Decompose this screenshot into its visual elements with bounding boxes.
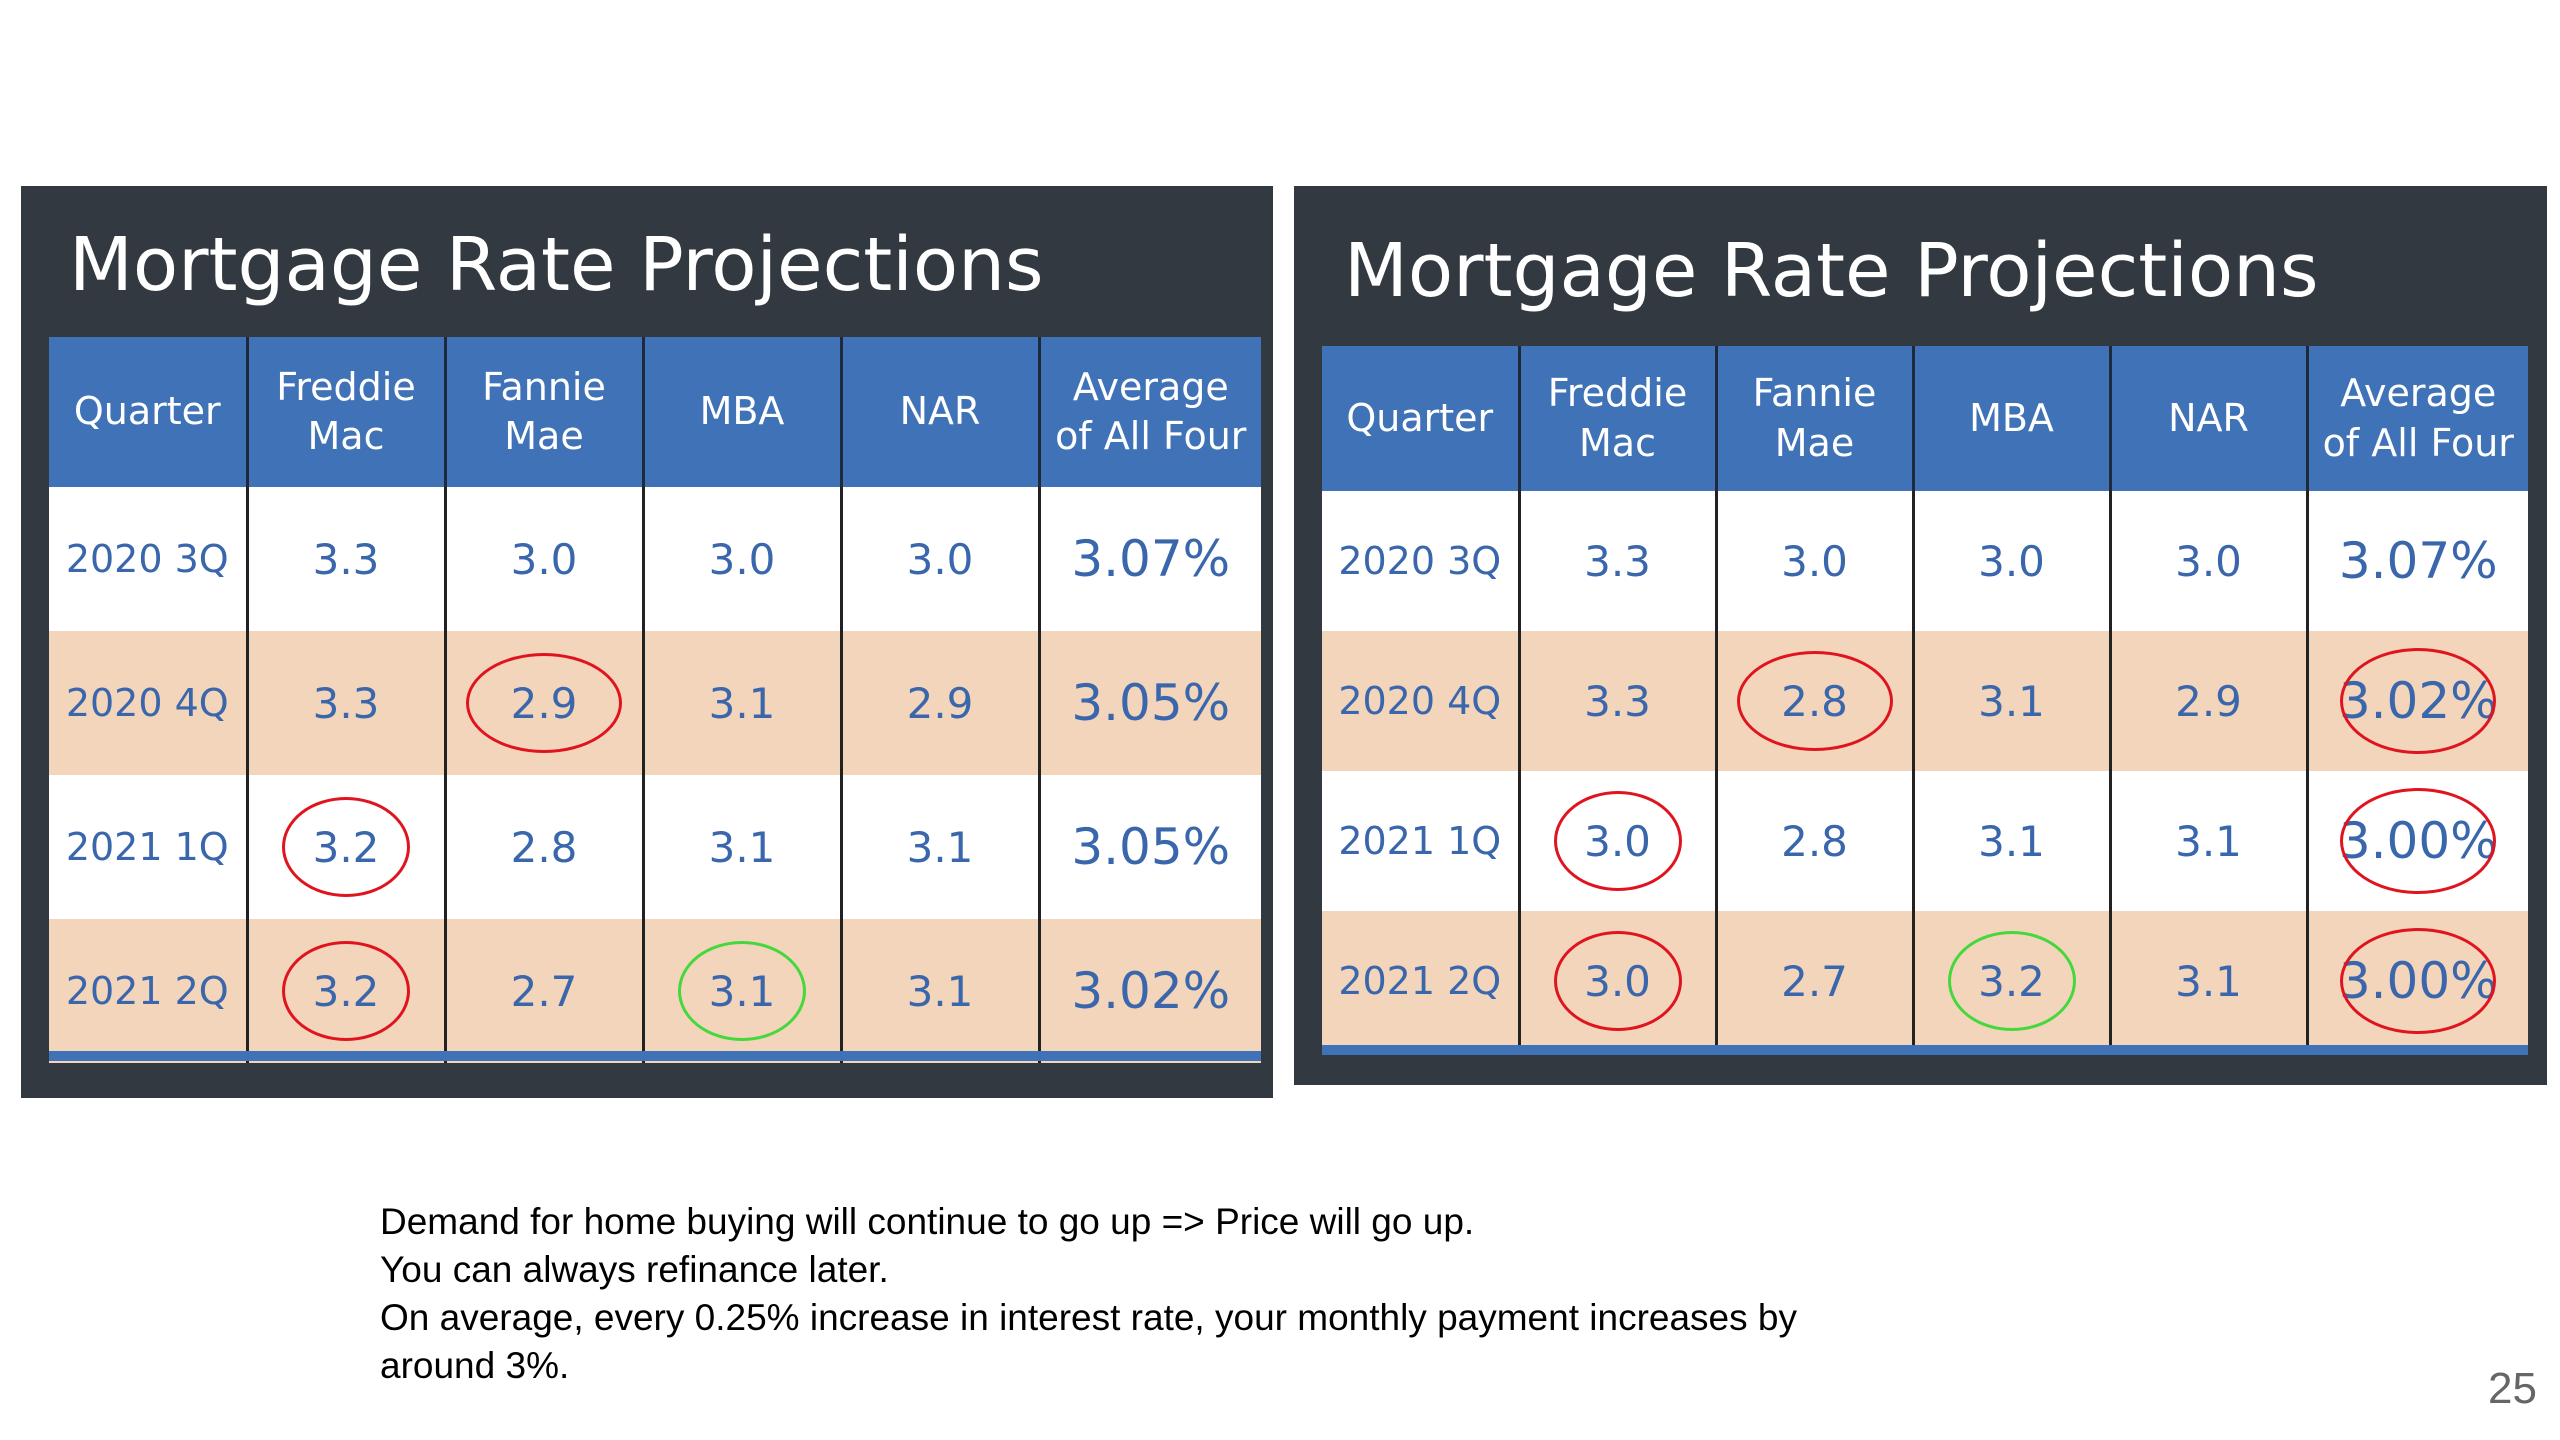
table-row: 2020 4Q 3.3 2.9 3.1 2.9 3.05% [49, 631, 1261, 775]
header-freddie-mac: Freddie Mac [1519, 346, 1718, 491]
fannie-cell: 2.9 [445, 631, 645, 775]
mba-cell: 3.1 [1913, 631, 2112, 771]
header-mba: MBA [643, 337, 843, 487]
freddie-value: 3.0 [1584, 956, 1651, 1006]
header-quarter: Quarter [1322, 346, 1521, 491]
header-freddie-mac: Freddie Mac [247, 337, 447, 487]
header-average: Average of All Four [2307, 346, 2528, 491]
header-nar: NAR [841, 337, 1041, 487]
table-row: 2020 3Q 3.3 3.0 3.0 3.0 3.07% [49, 487, 1261, 631]
right-panel-title: Mortgage Rate Projections [1344, 228, 2319, 314]
freddie-cell: 3.2 [247, 775, 447, 919]
mba-cell: 3.2 [1913, 911, 2112, 1051]
nar-cell: 3.0 [2110, 491, 2309, 631]
average-cell: 3.05% [1039, 631, 1261, 775]
table-header-row: Quarter Freddie Mac Fannie Mae MBA NAR A… [1322, 346, 2528, 491]
header-fannie-mae: Fannie Mae [445, 337, 645, 487]
mba-cell: 3.1 [643, 631, 843, 775]
table-bottom-bar [49, 1051, 1261, 1061]
right-projection-panel: Mortgage Rate Projections Quarter Freddi… [1294, 186, 2547, 1085]
average-cell: 3.00% [2307, 911, 2528, 1051]
fannie-value: 2.8 [1781, 676, 1848, 726]
quarter-cell: 2021 2Q [49, 919, 249, 1063]
mba-cell: 3.1 [643, 919, 843, 1063]
quarter-cell: 2021 1Q [49, 775, 249, 919]
left-projection-panel: Mortgage Rate Projections Quarter Freddi… [21, 186, 1273, 1098]
quarter-cell: 2020 3Q [49, 487, 249, 631]
average-value: 3.00% [2338, 952, 2498, 1010]
average-cell: 3.07% [2307, 491, 2528, 631]
note-line: Demand for home buying will continue to … [380, 1201, 1475, 1242]
table-row: 2021 1Q 3.0 2.8 3.1 3.1 3.00% [1322, 771, 2528, 911]
average-value: 3.00% [2338, 812, 2498, 870]
quarter-cell: 2021 1Q [1322, 771, 1521, 911]
average-value: 3.02% [2338, 672, 2498, 730]
table-row: 2020 4Q 3.3 2.8 3.1 2.9 3.02% [1322, 631, 2528, 771]
freddie-cell: 3.0 [1519, 771, 1718, 911]
header-quarter: Quarter [49, 337, 249, 487]
header-nar: NAR [2110, 346, 2309, 491]
fannie-cell: 2.8 [1716, 771, 1915, 911]
freddie-value: 3.2 [312, 966, 380, 1016]
mba-cell: 3.1 [643, 775, 843, 919]
nar-cell: 3.1 [2110, 771, 2309, 911]
freddie-cell: 3.2 [247, 919, 447, 1063]
fannie-value: 2.9 [510, 678, 578, 728]
average-cell: 3.02% [2307, 631, 2528, 771]
nar-cell: 3.1 [841, 919, 1041, 1063]
header-fannie-mae: Fannie Mae [1716, 346, 1915, 491]
mba-value: 3.1 [708, 966, 776, 1016]
nar-cell: 2.9 [2110, 631, 2309, 771]
left-panel-title: Mortgage Rate Projections [69, 222, 1044, 308]
note-line: On average, every 0.25% increase in inte… [380, 1297, 1797, 1338]
table-row: 2020 3Q 3.3 3.0 3.0 3.0 3.07% [1322, 491, 2528, 631]
freddie-cell: 3.3 [247, 631, 447, 775]
freddie-cell: 3.3 [1519, 631, 1718, 771]
mba-cell: 3.0 [643, 487, 843, 631]
table-row: 2021 1Q 3.2 2.8 3.1 3.1 3.05% [49, 775, 1261, 919]
fannie-cell: 2.7 [1716, 911, 1915, 1051]
average-cell: 3.05% [1039, 775, 1261, 919]
table-bottom-bar [1322, 1045, 2528, 1055]
table-row: 2021 2Q 3.2 2.7 3.1 3.1 3.02% [49, 919, 1261, 1063]
quarter-cell: 2021 2Q [1322, 911, 1521, 1051]
mba-cell: 3.0 [1913, 491, 2112, 631]
quarter-cell: 2020 3Q [1322, 491, 1521, 631]
average-cell: 3.07% [1039, 487, 1261, 631]
right-projection-table: Quarter Freddie Mac Fannie Mae MBA NAR A… [1322, 346, 2528, 1051]
freddie-value: 3.2 [312, 822, 380, 872]
fannie-cell: 2.7 [445, 919, 645, 1063]
table-header-row: Quarter Freddie Mac Fannie Mae MBA NAR A… [49, 337, 1261, 487]
fannie-cell: 3.0 [445, 487, 645, 631]
fannie-cell: 2.8 [1716, 631, 1915, 771]
nar-cell: 3.1 [2110, 911, 2309, 1051]
mba-value: 3.2 [1978, 956, 2045, 1006]
quarter-cell: 2020 4Q [1322, 631, 1521, 771]
nar-cell: 2.9 [841, 631, 1041, 775]
note-line: You can always refinance later. [380, 1249, 889, 1290]
freddie-cell: 3.3 [1519, 491, 1718, 631]
nar-cell: 3.0 [841, 487, 1041, 631]
freddie-cell: 3.0 [1519, 911, 1718, 1051]
header-mba: MBA [1913, 346, 2112, 491]
table-row: 2021 2Q 3.0 2.7 3.2 3.1 3.00% [1322, 911, 2528, 1051]
average-cell: 3.02% [1039, 919, 1261, 1063]
nar-cell: 3.1 [841, 775, 1041, 919]
average-cell: 3.00% [2307, 771, 2528, 911]
fannie-cell: 3.0 [1716, 491, 1915, 631]
fannie-cell: 2.8 [445, 775, 645, 919]
header-average: Average of All Four [1039, 337, 1261, 487]
slide-notes: Demand for home buying will continue to … [380, 1198, 1797, 1390]
mba-cell: 3.1 [1913, 771, 2112, 911]
slide-number: 25 [2488, 1364, 2537, 1413]
quarter-cell: 2020 4Q [49, 631, 249, 775]
left-projection-table: Quarter Freddie Mac Fannie Mae MBA NAR A… [49, 337, 1261, 1063]
note-line: around 3%. [380, 1345, 570, 1386]
freddie-value: 3.0 [1584, 816, 1651, 866]
freddie-cell: 3.3 [247, 487, 447, 631]
